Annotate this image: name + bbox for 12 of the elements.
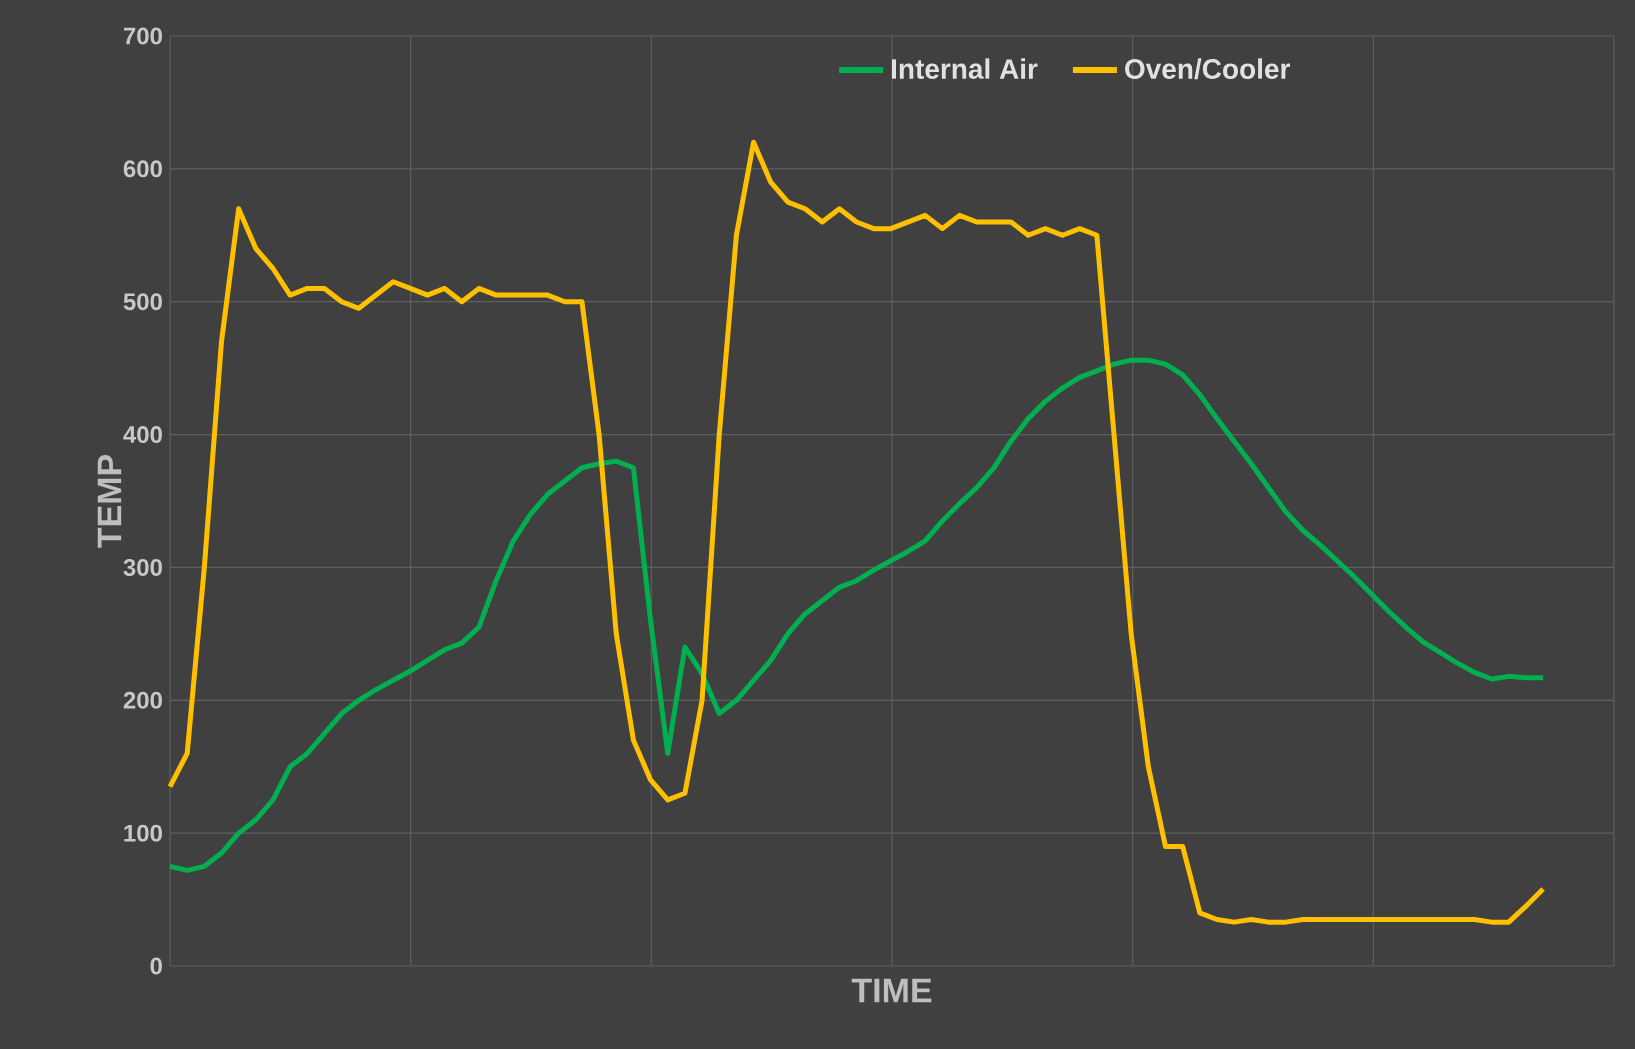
y-axis-title: TEMP [97, 454, 122, 548]
y-tick-label: 600 [123, 160, 162, 178]
y-tick-label: 0 [150, 957, 162, 975]
y-tick-label: 100 [124, 824, 162, 842]
x-axis-title: TIME [851, 978, 932, 1003]
legend-label: Internal Air [892, 58, 1038, 79]
y-tick-label: 400 [123, 426, 162, 444]
y-tick-label: 200 [123, 691, 162, 709]
y-tick-label: 700 [123, 27, 162, 45]
y-tick-label: 300 [123, 558, 162, 576]
legend-label: Oven/Cooler [1125, 58, 1290, 80]
y-tick-label: 500 [123, 293, 162, 311]
